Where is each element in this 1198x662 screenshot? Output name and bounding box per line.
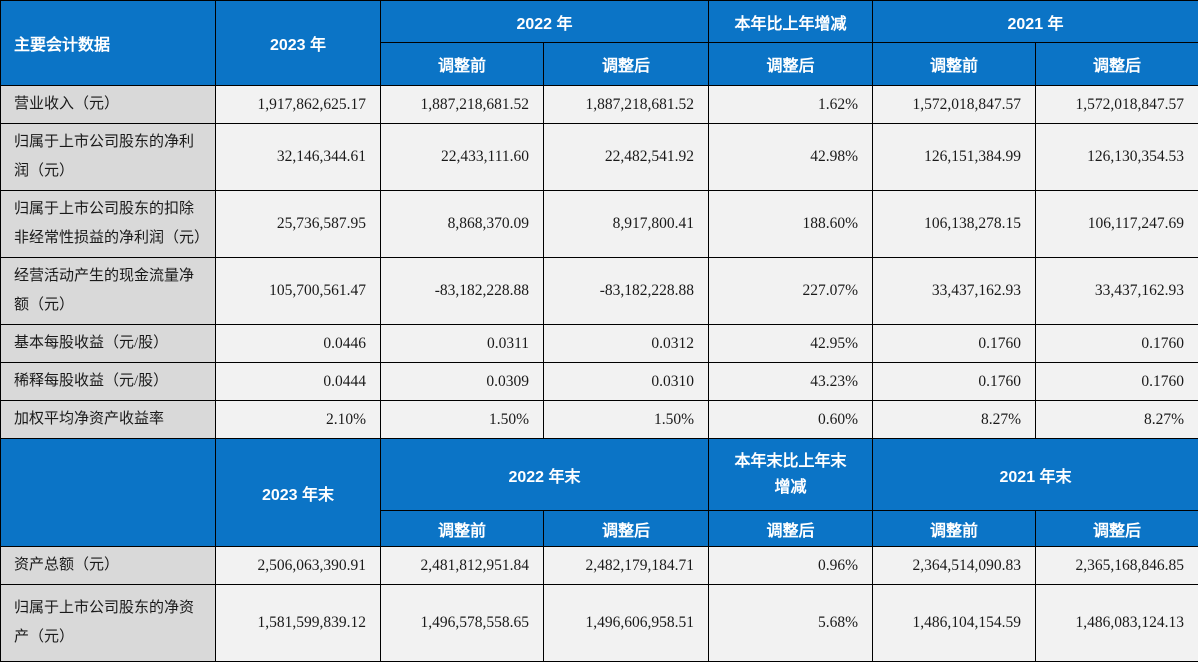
header-eoy-change-text: 本年末比上年末增减 (728, 449, 853, 501)
header-2022: 2022 年 (381, 1, 709, 43)
header-change: 本年比上年增减 (709, 1, 873, 43)
value-2021-post: 1,572,018,847.57 (1036, 86, 1198, 124)
value-change: 5.68% (709, 585, 873, 662)
table-row: 2023 年末 2022 年末 本年末比上年末增减 2021 年末 (1, 439, 1198, 511)
value-2022-post: 1,887,218,681.52 (544, 86, 709, 124)
value-2021-pre: 33,437,162.93 (873, 258, 1036, 325)
subheader-2022-eoy-post: 调整后 (544, 511, 709, 547)
value-change: 42.95% (709, 325, 873, 363)
value-2021-post: 2,365,168,846.85 (1036, 547, 1198, 585)
subheader-2021-eoy-pre: 调整前 (873, 511, 1036, 547)
value-2023: 105,700,561.47 (216, 258, 381, 325)
row-label: 归属于上市公司股东的净利润（元） (1, 124, 216, 191)
subheader-eoy-change-post: 调整后 (709, 511, 873, 547)
value-2021-post: 0.1760 (1036, 363, 1198, 401)
subheader-change-post: 调整后 (709, 43, 873, 86)
value-2022-pre: 1,496,578,558.65 (381, 585, 544, 662)
value-2022-pre: 1,887,218,681.52 (381, 86, 544, 124)
value-2021-post: 8.27% (1036, 401, 1198, 439)
value-2022-pre: -83,182,228.88 (381, 258, 544, 325)
value-2022-pre: 0.0309 (381, 363, 544, 401)
value-change: 42.98% (709, 124, 873, 191)
corner-header: 主要会计数据 (1, 1, 216, 86)
value-2022-pre: 22,433,111.60 (381, 124, 544, 191)
value-2022-post: 8,917,800.41 (544, 191, 709, 258)
value-2021-pre: 1,572,018,847.57 (873, 86, 1036, 124)
value-2022-pre: 8,868,370.09 (381, 191, 544, 258)
value-2022-post: 22,482,541.92 (544, 124, 709, 191)
header-eoy-change: 本年末比上年末增减 (709, 439, 873, 511)
value-2021-pre: 1,486,104,154.59 (873, 585, 1036, 662)
table-row: 营业收入（元） 1,917,862,625.17 1,887,218,681.5… (1, 86, 1198, 124)
value-2022-post: 0.0310 (544, 363, 709, 401)
value-2022-pre: 1.50% (381, 401, 544, 439)
value-2023: 2.10% (216, 401, 381, 439)
value-2021-pre: 106,138,278.15 (873, 191, 1036, 258)
header-2023-eoy: 2023 年末 (216, 439, 381, 547)
header-2022-eoy: 2022 年末 (381, 439, 709, 511)
table-row: 经营活动产生的现金流量净额（元） 105,700,561.47 -83,182,… (1, 258, 1198, 325)
value-2021-post: 1,486,083,124.13 (1036, 585, 1198, 662)
value-2021-post: 33,437,162.93 (1036, 258, 1198, 325)
row-label: 加权平均净资产收益率 (1, 401, 216, 439)
row-label: 归属于上市公司股东的扣除非经常性损益的净利润（元） (1, 191, 216, 258)
value-change: 0.60% (709, 401, 873, 439)
row-label: 经营活动产生的现金流量净额（元） (1, 258, 216, 325)
table-row: 稀释每股收益（元/股） 0.0444 0.0309 0.0310 43.23% … (1, 363, 1198, 401)
value-2022-post: 0.0312 (544, 325, 709, 363)
table-row: 归属于上市公司股东的净利润（元） 32,146,344.61 22,433,11… (1, 124, 1198, 191)
value-2022-post: 1.50% (544, 401, 709, 439)
corner-header-blank (1, 439, 216, 547)
value-change: 188.60% (709, 191, 873, 258)
subheader-2021-post: 调整后 (1036, 43, 1198, 86)
value-2023: 0.0446 (216, 325, 381, 363)
table-row: 加权平均净资产收益率 2.10% 1.50% 1.50% 0.60% 8.27%… (1, 401, 1198, 439)
header-2023: 2023 年 (216, 1, 381, 86)
value-2022-post: 1,496,606,958.51 (544, 585, 709, 662)
value-change: 43.23% (709, 363, 873, 401)
subheader-2022-pre: 调整前 (381, 43, 544, 86)
value-2022-pre: 2,481,812,951.84 (381, 547, 544, 585)
header-2021: 2021 年 (873, 1, 1198, 43)
value-2022-pre: 0.0311 (381, 325, 544, 363)
value-2021-post: 126,130,354.53 (1036, 124, 1198, 191)
value-2023: 1,917,862,625.17 (216, 86, 381, 124)
row-label: 资产总额（元） (1, 547, 216, 585)
header-2021-eoy: 2021 年末 (873, 439, 1198, 511)
table-row: 基本每股收益（元/股） 0.0446 0.0311 0.0312 42.95% … (1, 325, 1198, 363)
value-change: 1.62% (709, 86, 873, 124)
value-2021-pre: 126,151,384.99 (873, 124, 1036, 191)
subheader-2021-eoy-post: 调整后 (1036, 511, 1198, 547)
value-2023: 1,581,599,839.12 (216, 585, 381, 662)
row-label: 基本每股收益（元/股） (1, 325, 216, 363)
value-2023: 0.0444 (216, 363, 381, 401)
value-2023: 2,506,063,390.91 (216, 547, 381, 585)
value-change: 227.07% (709, 258, 873, 325)
table-row: 资产总额（元） 2,506,063,390.91 2,481,812,951.8… (1, 547, 1198, 585)
row-label: 稀释每股收益（元/股） (1, 363, 216, 401)
value-2021-post: 0.1760 (1036, 325, 1198, 363)
row-label: 营业收入（元） (1, 86, 216, 124)
subheader-2021-pre: 调整前 (873, 43, 1036, 86)
value-2023: 25,736,587.95 (216, 191, 381, 258)
subheader-2022-post: 调整后 (544, 43, 709, 86)
value-2021-pre: 0.1760 (873, 363, 1036, 401)
table-row: 主要会计数据 2023 年 2022 年 本年比上年增减 2021 年 (1, 1, 1198, 43)
value-2022-post: -83,182,228.88 (544, 258, 709, 325)
value-2023: 32,146,344.61 (216, 124, 381, 191)
subheader-2022-eoy-pre: 调整前 (381, 511, 544, 547)
value-2021-pre: 8.27% (873, 401, 1036, 439)
table-row: 归属于上市公司股东的扣除非经常性损益的净利润（元） 25,736,587.95 … (1, 191, 1198, 258)
value-2021-pre: 0.1760 (873, 325, 1036, 363)
value-2021-pre: 2,364,514,090.83 (873, 547, 1036, 585)
value-2022-post: 2,482,179,184.71 (544, 547, 709, 585)
table-row: 归属于上市公司股东的净资产（元） 1,581,599,839.12 1,496,… (1, 585, 1198, 662)
row-label: 归属于上市公司股东的净资产（元） (1, 585, 216, 662)
value-change: 0.96% (709, 547, 873, 585)
value-2021-post: 106,117,247.69 (1036, 191, 1198, 258)
